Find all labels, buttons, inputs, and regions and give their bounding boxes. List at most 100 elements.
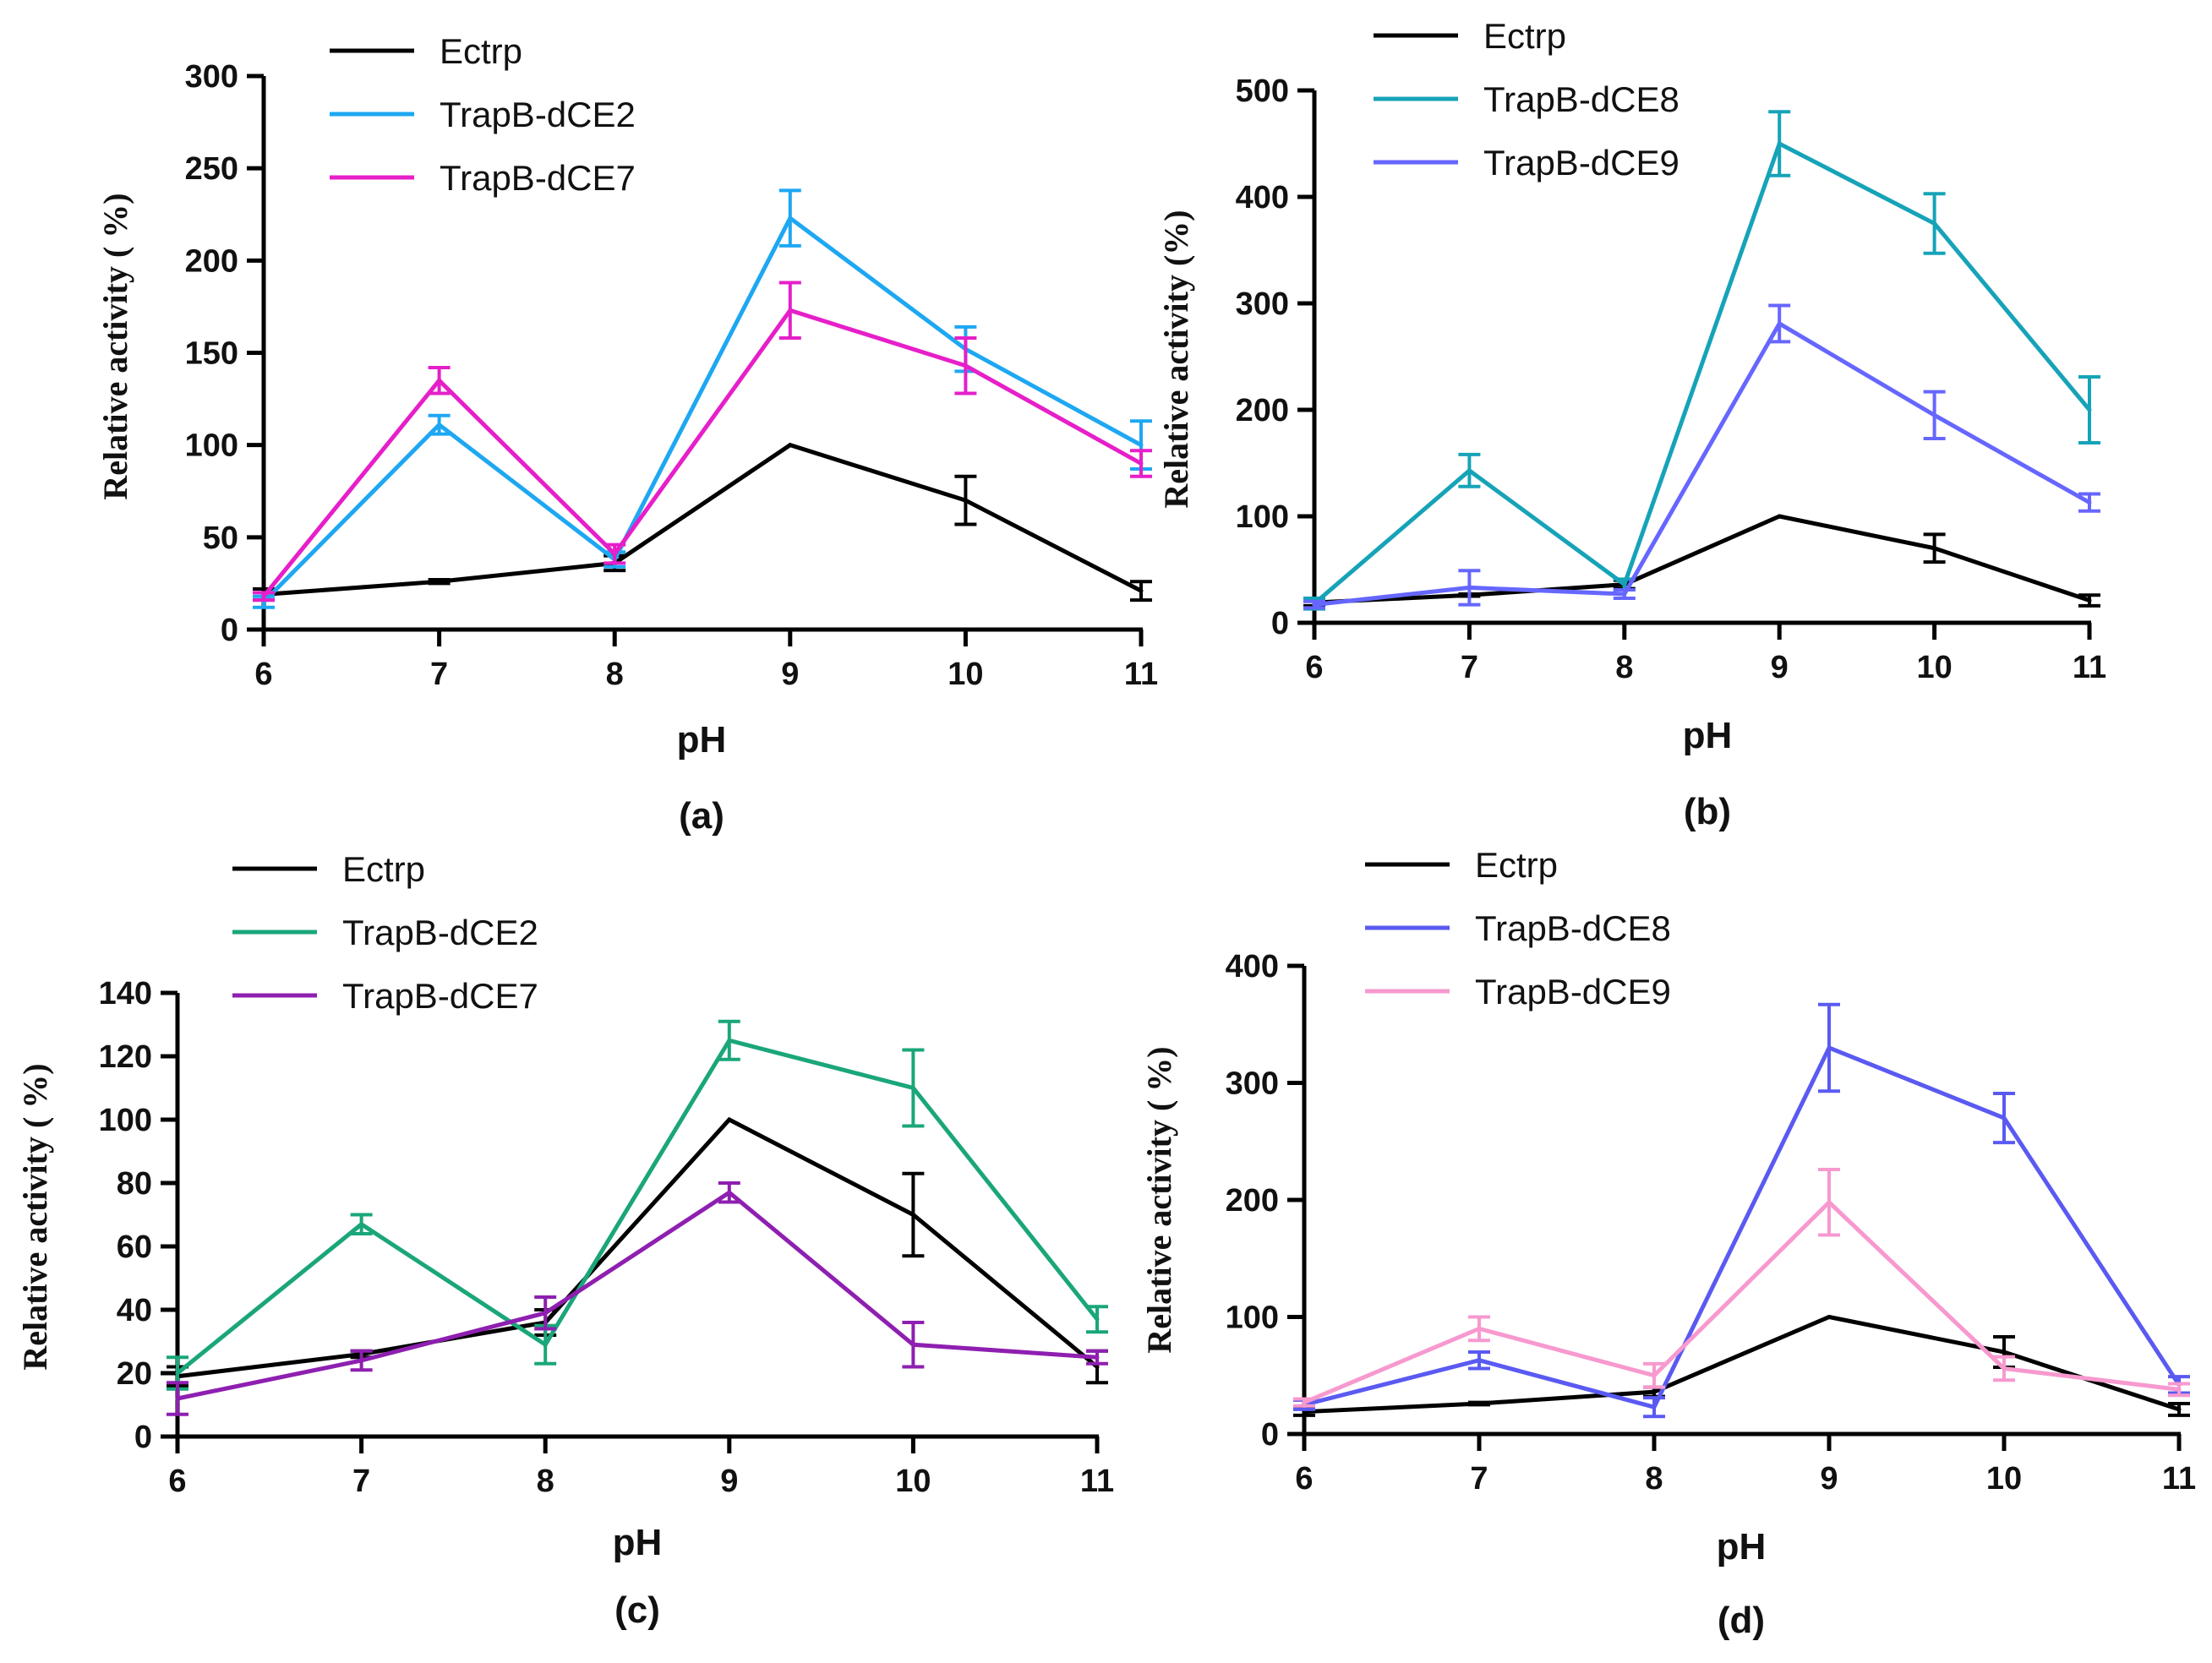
data-point (1777, 321, 1782, 326)
data-point (437, 579, 442, 584)
x-axis-title: pH (677, 719, 727, 761)
x-tick-label: 9 (781, 657, 799, 692)
data-point (175, 1396, 180, 1401)
y-axis-title: Relative activity ( %) (96, 193, 134, 499)
data-point (261, 594, 266, 599)
x-tick-label: 10 (1916, 650, 1952, 685)
data-point (2002, 1366, 2007, 1371)
legend-label: Ectrp (342, 849, 425, 889)
y-tick-label: 20 (117, 1356, 152, 1392)
series-trapb-dce7 (167, 1181, 1108, 1416)
legend-label: TrapB-dCE7 (440, 158, 636, 198)
chart-panel-b: 0 100 200 300 400 500 6 7 8 9 10 11 Ectrp TrapB-dCE8 T… (1157, 16, 2106, 832)
data-point (1139, 588, 1144, 593)
data-point (2087, 407, 2092, 412)
data-point (437, 378, 442, 383)
y-tick-label: 300 (185, 59, 238, 95)
data-point (788, 308, 793, 313)
y-tick-label: 120 (99, 1039, 152, 1075)
panel-label: (b) (1684, 791, 1731, 832)
data-point (1932, 412, 1937, 417)
series-ectrp (253, 442, 1152, 602)
data-point (1932, 221, 1937, 226)
series-line (1313, 140, 2091, 606)
series-trapb-dce8 (1303, 110, 2100, 611)
data-point (2002, 1349, 2007, 1355)
data-point (2087, 500, 2092, 505)
series-line (263, 442, 1143, 597)
data-point (1827, 1045, 1832, 1050)
y-tick-label: 100 (1226, 1300, 1279, 1336)
data-point (1095, 1365, 1100, 1369)
data-point (1466, 468, 1472, 473)
data-point (1932, 546, 1937, 551)
x-tick-label: 8 (1615, 650, 1633, 685)
data-point (175, 1371, 180, 1376)
x-tick-label: 7 (352, 1464, 370, 1499)
x-tick-label: 9 (720, 1464, 738, 1499)
data-point (1827, 1200, 1832, 1205)
y-tick-label: 150 (185, 336, 238, 372)
x-tick-label: 8 (537, 1464, 554, 1499)
data-point (1466, 585, 1472, 590)
y-tick-label: 100 (185, 428, 238, 464)
series-line (176, 1038, 1099, 1375)
y-axis-title: Relative activity ( %) (1140, 1046, 1178, 1353)
series-line (1314, 514, 2090, 605)
y-tick-label: 80 (117, 1166, 152, 1202)
y-tick-label: 400 (1236, 180, 1289, 215)
series-line (262, 215, 1143, 604)
y-tick-label: 200 (185, 243, 238, 279)
x-tick-label: 11 (2162, 1461, 2196, 1497)
legend-label: Ectrp (1483, 16, 1566, 56)
data-point (1652, 1389, 1657, 1394)
x-tick-label: 7 (430, 657, 448, 692)
data-point (543, 1342, 548, 1347)
legend-label: TrapB-dCE2 (342, 913, 538, 952)
series-ectrp (1293, 1314, 2190, 1417)
data-point (359, 1358, 364, 1363)
data-point (1312, 602, 1317, 608)
x-axis-title: pH (1717, 1526, 1767, 1568)
y-tick-label: 40 (117, 1293, 152, 1328)
data-point (1652, 1404, 1657, 1409)
y-tick-label: 60 (117, 1230, 152, 1265)
x-tick-label: 11 (1080, 1464, 1114, 1499)
data-point (437, 423, 442, 428)
data-point (1622, 592, 1627, 597)
legend-label: Ectrp (440, 31, 522, 71)
y-tick-label: 100 (99, 1103, 152, 1138)
series-trapb-dce7 (253, 281, 1152, 602)
data-point (727, 1038, 732, 1043)
data-point (2176, 1407, 2182, 1412)
x-tick-label: 10 (1986, 1461, 2022, 1497)
data-point (727, 1117, 732, 1122)
data-point (543, 1311, 548, 1316)
data-point (1477, 1358, 1482, 1363)
data-point (1622, 582, 1627, 587)
series-line (177, 1116, 1099, 1379)
data-point (1777, 514, 1782, 519)
data-point (963, 498, 968, 503)
legend-label: TrapB-dCE9 (1483, 143, 1679, 183)
data-point (612, 551, 617, 556)
series-trapb-dce9 (1303, 303, 2100, 610)
data-point (1477, 1401, 1482, 1406)
legend-label: Ectrp (1475, 845, 1558, 885)
series-line (1303, 1044, 2182, 1410)
data-point (910, 1342, 915, 1347)
series-line (262, 308, 1143, 598)
data-point (1827, 1315, 1832, 1319)
x-tick-label: 9 (1820, 1461, 1838, 1497)
series-line (1303, 1199, 2180, 1404)
chart-panel-a: 0 50 100 150 200 250 300 6 7 8 9 10 11 Ectrp TrapB-dCE… (96, 31, 1158, 837)
data-point (910, 1213, 915, 1217)
x-tick-label: 11 (2073, 650, 2106, 685)
x-axis-title: pH (613, 1522, 663, 1563)
y-tick-label: 300 (1236, 286, 1289, 322)
data-point (727, 1190, 732, 1195)
y-tick-label: 200 (1236, 393, 1289, 428)
y-tick-label: 100 (1236, 499, 1289, 535)
data-point (1139, 461, 1144, 466)
data-point (1777, 141, 1782, 146)
